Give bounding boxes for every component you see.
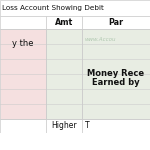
Bar [46,29,82,119]
Text: Amt: Amt [55,18,73,27]
Text: Loss Account Showing Debit: Loss Account Showing Debit [2,5,104,11]
Bar [0,133,150,150]
Bar [82,119,150,133]
Bar [0,29,46,119]
Bar [0,119,46,133]
Text: y the: y the [12,39,34,48]
Bar [46,16,82,29]
Text: Higher: Higher [51,122,77,130]
Bar [46,119,82,133]
Bar [82,16,150,29]
Text: T: T [85,122,90,130]
Text: www.Accou: www.Accou [85,37,117,42]
Bar [0,0,150,16]
Text: Earned by: Earned by [92,78,140,87]
Bar [82,29,150,119]
Bar [0,16,46,29]
Text: Par: Par [108,18,124,27]
Text: Money Rece: Money Rece [87,69,145,78]
